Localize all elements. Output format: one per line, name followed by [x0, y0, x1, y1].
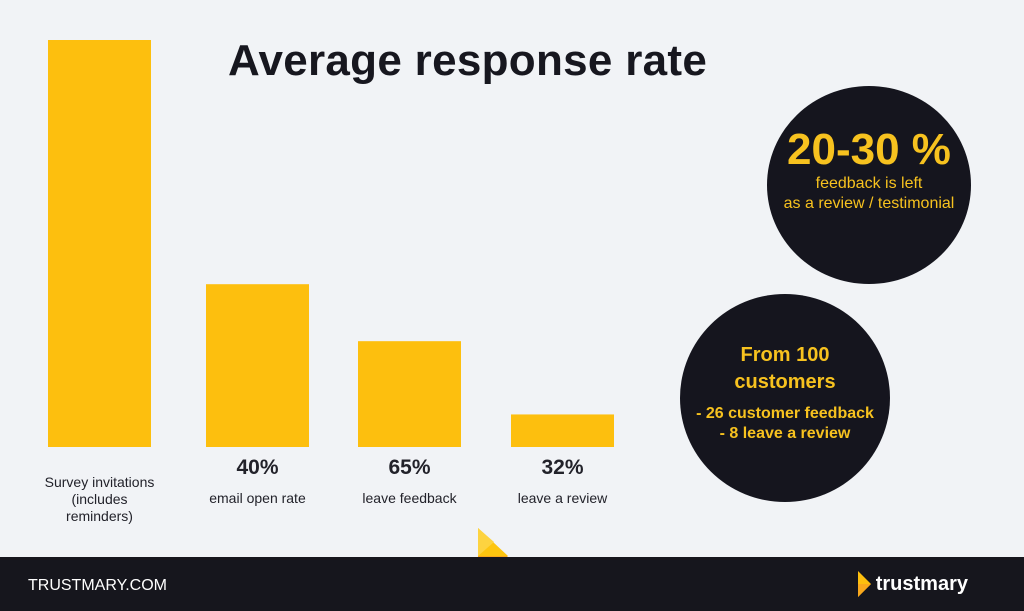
category-label: leave feedback: [330, 490, 490, 507]
callout-headline: From 100 customers: [734, 344, 836, 393]
footer: TRUSTMARY.COM trustmary: [0, 557, 1024, 611]
percent-label: 40%: [236, 456, 279, 479]
brand-logo: trustmary: [857, 571, 968, 597]
callout-headline: 20-30 %: [787, 125, 951, 174]
callout-line: as a review / testimonial: [783, 195, 955, 212]
percent-label: 65%: [388, 456, 431, 479]
bar: [511, 414, 614, 447]
category-label-line: leave a review: [517, 490, 608, 506]
category-label: Survey invitations (includes reminders): [20, 474, 180, 525]
category-label: email open rate: [178, 490, 338, 507]
callout-review-rate: 20-30 % feedback is left as a review / t…: [767, 86, 971, 284]
category-label-line: leave feedback: [362, 490, 457, 506]
category-label-line: reminders): [66, 508, 133, 524]
percent-label: 32%: [541, 456, 584, 479]
callout-line: feedback is left: [815, 175, 923, 192]
category-label: leave a review: [483, 490, 643, 507]
category-label-line: email open rate: [209, 490, 306, 506]
bar: [48, 40, 151, 447]
bar: [358, 341, 461, 447]
bar: [206, 284, 309, 447]
callout-list: - 26 customer feedback - 8 leave a review: [696, 405, 874, 442]
callout-from-100: From 100 customers - 26 customer feedback…: [680, 294, 890, 502]
category-label-line: (includes: [71, 491, 128, 507]
category-label-line: Survey invitations: [44, 474, 155, 490]
bar-chart: [48, 40, 614, 447]
chevron-icon: [857, 571, 871, 597]
site-link[interactable]: TRUSTMARY.COM: [28, 577, 167, 594]
chart-title: Average response rate: [228, 36, 708, 85]
